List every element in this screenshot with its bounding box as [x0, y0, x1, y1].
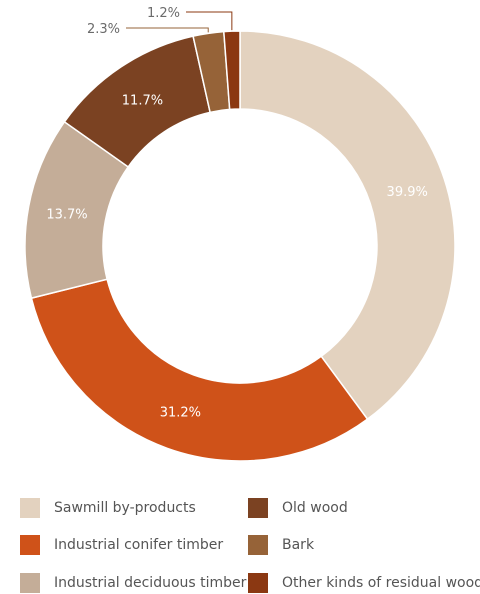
- slice-industrial-conifer-timber: [30, 278, 369, 462]
- legend-swatch: [248, 498, 268, 518]
- data-label-old-wood: 11.7%: [122, 94, 163, 109]
- slices-layer: [24, 30, 456, 462]
- legend-swatch: [20, 498, 40, 518]
- data-label-sawmill-by-products: 39.9%: [387, 185, 428, 200]
- data-label-industrial-deciduous-timber: 13.7%: [46, 208, 87, 223]
- slice-sawmill-by-products: [239, 30, 456, 421]
- data-labels-layer: 39.9% 31.2% 13.7% 11.7% 2.3% 1.2%: [46, 6, 428, 421]
- legend-item-bark: Bark: [248, 535, 314, 555]
- legend-item-other-kinds-of-residual-wood: Other kinds of residual wood: [248, 573, 480, 593]
- legend-label: Industrial deciduous timber: [54, 575, 247, 591]
- data-label-other-kinds-of-residual-wood: 1.2%: [147, 6, 180, 21]
- legend-swatch: [248, 535, 268, 555]
- legend-label: Other kinds of residual wood: [282, 575, 480, 591]
- data-label-industrial-conifer-timber: 31.2%: [160, 406, 201, 421]
- legend: Sawmill by-products Industrial conifer t…: [0, 490, 480, 594]
- slice-other-kinds-of-residual-wood: [223, 30, 241, 111]
- data-label-bark: 2.3%: [87, 22, 120, 37]
- legend-item-industrial-deciduous-timber: Industrial deciduous timber: [20, 573, 246, 593]
- donut-chart: 39.9% 31.2% 13.7% 11.7% 2.3% 1.2%: [24, 6, 456, 462]
- legend-swatch: [20, 535, 40, 555]
- legend-item-industrial-conifer-timber: Industrial conifer timber: [20, 535, 223, 555]
- legend-label: Bark: [282, 537, 315, 553]
- legend-swatch: [20, 573, 40, 593]
- leader-line-bark: [126, 27, 209, 33]
- leader-line-other-kinds-of-residual-wood: [186, 11, 233, 31]
- legend-label: Sawmill by-products: [54, 500, 196, 516]
- legend-label: Industrial conifer timber: [54, 537, 224, 553]
- legend-label: Old wood: [282, 500, 348, 516]
- legend-swatch: [248, 573, 268, 593]
- legend-item-sawmill-by-products: Sawmill by-products: [20, 498, 196, 518]
- leader-lines-layer: [126, 11, 233, 33]
- legend-item-old-wood: Old wood: [248, 498, 348, 518]
